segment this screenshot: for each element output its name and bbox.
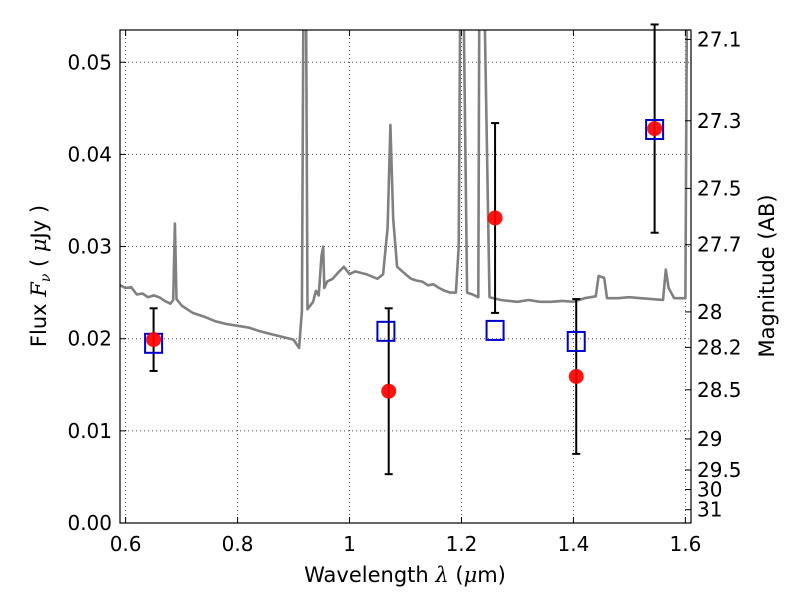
x-tick-label: 1	[343, 532, 356, 556]
y2-axis-title: Magnitude (AB)	[755, 194, 779, 357]
y-tick-label: 0.04	[67, 142, 112, 166]
model-square	[566, 330, 586, 352]
mag-tick-label: 31	[697, 498, 722, 522]
y-tick-label: 0.05	[67, 50, 112, 74]
mag-tick-label: 27.7	[697, 233, 742, 257]
x-axis-title: Wavelength λ (μm)	[304, 563, 506, 587]
ticks: 0.6 0.8 1 1.2 1.4 1.6 0.00 0.01 0.02 0.03 0.04 0.05…	[67, 27, 741, 556]
observed-point	[146, 332, 162, 348]
y-tick-label: 0.01	[67, 419, 112, 443]
observed-point	[647, 121, 663, 137]
model-square	[485, 319, 505, 341]
model-photometry-layer	[144, 119, 665, 354]
model-spectrum-line	[120, 30, 689, 350]
y-axis-title: Flux Fν ( μJy )	[27, 205, 54, 347]
y-tick-label: 0.02	[67, 327, 112, 351]
x-tick-label: 1.2	[446, 532, 478, 556]
mag-tick-label: 27.5	[697, 176, 742, 200]
y-tick-label: 0.03	[67, 235, 112, 259]
x-tick-label: 1.6	[669, 532, 701, 556]
observed-point	[568, 368, 584, 384]
mag-tick-label: 28	[697, 300, 722, 324]
x-tick-label: 0.6	[110, 532, 142, 556]
spectrum-layer	[120, 30, 689, 350]
x-tick-label: 1.4	[558, 532, 590, 556]
y-tick-label: 0.00	[67, 511, 112, 535]
mag-tick-label: 30	[697, 478, 722, 502]
mag-tick-label: 27.3	[697, 109, 742, 133]
mag-tick-label: 27.1	[697, 27, 742, 51]
plot-frame	[119, 29, 692, 524]
mag-tick-label: 29	[697, 427, 722, 451]
observed-photometry-layer	[146, 121, 663, 399]
mag-tick-label: 28.5	[697, 378, 742, 402]
mag-tick-label: 28.2	[697, 335, 742, 359]
model-square	[376, 320, 396, 342]
observed-point	[381, 383, 397, 399]
x-tick-label: 0.8	[222, 532, 254, 556]
model-square	[645, 119, 665, 141]
observed-point	[487, 210, 503, 226]
mag-tick-label: 29.5	[697, 458, 742, 482]
